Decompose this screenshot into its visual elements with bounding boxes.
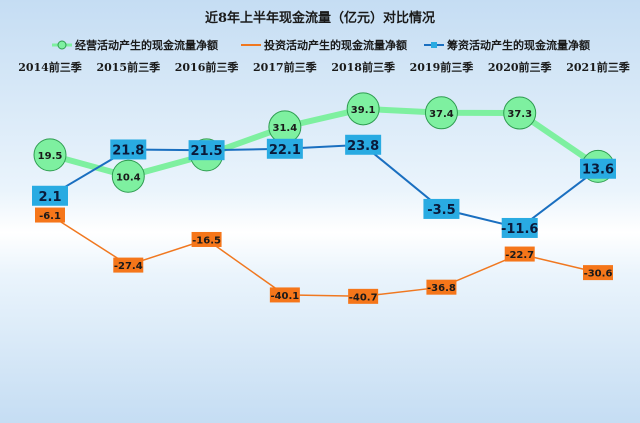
chart-title: 近8年上半年现金流量（亿元）对比情况 (205, 10, 435, 26)
operating-data-label: 39.1 (351, 105, 376, 116)
investing-point (583, 265, 613, 281)
financing-data-label: 13.6 (582, 163, 614, 178)
legend: 经营活动产生的现金流量净额 投资活动产生的现金流量净额 筹资活动产生的现金流量净… (52, 38, 590, 52)
investing-data-label: -6.1 (39, 211, 61, 222)
investing-data-label: -27.4 (114, 261, 143, 272)
legend-item-investing: 投资活动产生的现金流量净额 (241, 38, 407, 52)
legend-label-financing: 筹资活动产生的现金流量净额 (447, 38, 590, 52)
financing-point (501, 217, 538, 238)
financing-data-label: -11.6 (501, 222, 538, 237)
operating-data-label: 37.3 (507, 109, 532, 120)
financing-point (110, 139, 147, 160)
category-tick-label: 2015前三季 (96, 60, 161, 74)
financing-data-label: 23.8 (347, 139, 379, 154)
category-tick-label: 2021前三季 (566, 60, 631, 74)
investing-data-label: -16.5 (192, 235, 221, 246)
financing-point (580, 158, 616, 179)
investing-point (269, 287, 300, 303)
operating-point (111, 159, 145, 193)
category-tick-label: 2016前三季 (175, 60, 240, 74)
legend-marker-operating (57, 40, 67, 50)
investing-data-label: -40.1 (270, 291, 299, 302)
investing-data-label: -40.7 (349, 292, 378, 303)
investing-point (504, 246, 535, 262)
series-layer: 19.510.419.531.439.137.437.314.6-6.1-27.… (32, 92, 616, 304)
financing-data-label: 21.8 (112, 143, 144, 158)
operating-data-label: 10.4 (116, 172, 141, 183)
financing-point (32, 185, 68, 206)
legend-label-operating: 经营活动产生的现金流量净额 (75, 38, 218, 52)
operating-point (503, 96, 537, 130)
financing-point (188, 140, 225, 161)
financing-point (345, 134, 382, 155)
legend-label-investing: 投资活动产生的现金流量净额 (264, 38, 407, 52)
financing-data-label: 22.1 (269, 143, 301, 158)
financing-data-label: 21.5 (191, 144, 223, 159)
investing-data-label: -22.7 (505, 250, 534, 261)
category-tick-label: 2020前三季 (488, 60, 553, 74)
category-tick-label: 2014前三季 (18, 60, 83, 74)
investing-point (426, 279, 457, 295)
financing-data-label: 2.1 (38, 190, 61, 205)
financing-point (266, 138, 303, 159)
operating-data-label: 31.4 (273, 123, 298, 134)
investing-point (113, 257, 144, 273)
category-tick-label: 2019前三季 (410, 60, 475, 74)
category-axis: 2014前三季 2015前三季 2016前三季 2017前三季 2018前三季 2019前… (18, 60, 631, 74)
investing-point (191, 231, 222, 247)
investing-data-label: -36.8 (427, 283, 456, 294)
legend-item-financing: 筹资活动产生的现金流量净额 (424, 38, 590, 52)
category-tick-label: 2017前三季 (253, 60, 318, 74)
operating-point (346, 92, 380, 126)
financing-data-label: -3.5 (427, 203, 455, 218)
legend-marker-financing (431, 42, 437, 48)
operating-point (424, 96, 458, 130)
operating-point (33, 138, 67, 172)
legend-item-operating: 经营活动产生的现金流量净额 (52, 38, 218, 52)
investing-point (348, 288, 379, 304)
operating-data-label: 19.5 (38, 151, 63, 162)
category-tick-label: 2018前三季 (331, 60, 396, 74)
investing-point (35, 207, 65, 223)
financing-point (423, 198, 460, 219)
operating-data-label: 37.4 (429, 109, 454, 120)
investing-data-label: -30.6 (584, 269, 613, 280)
